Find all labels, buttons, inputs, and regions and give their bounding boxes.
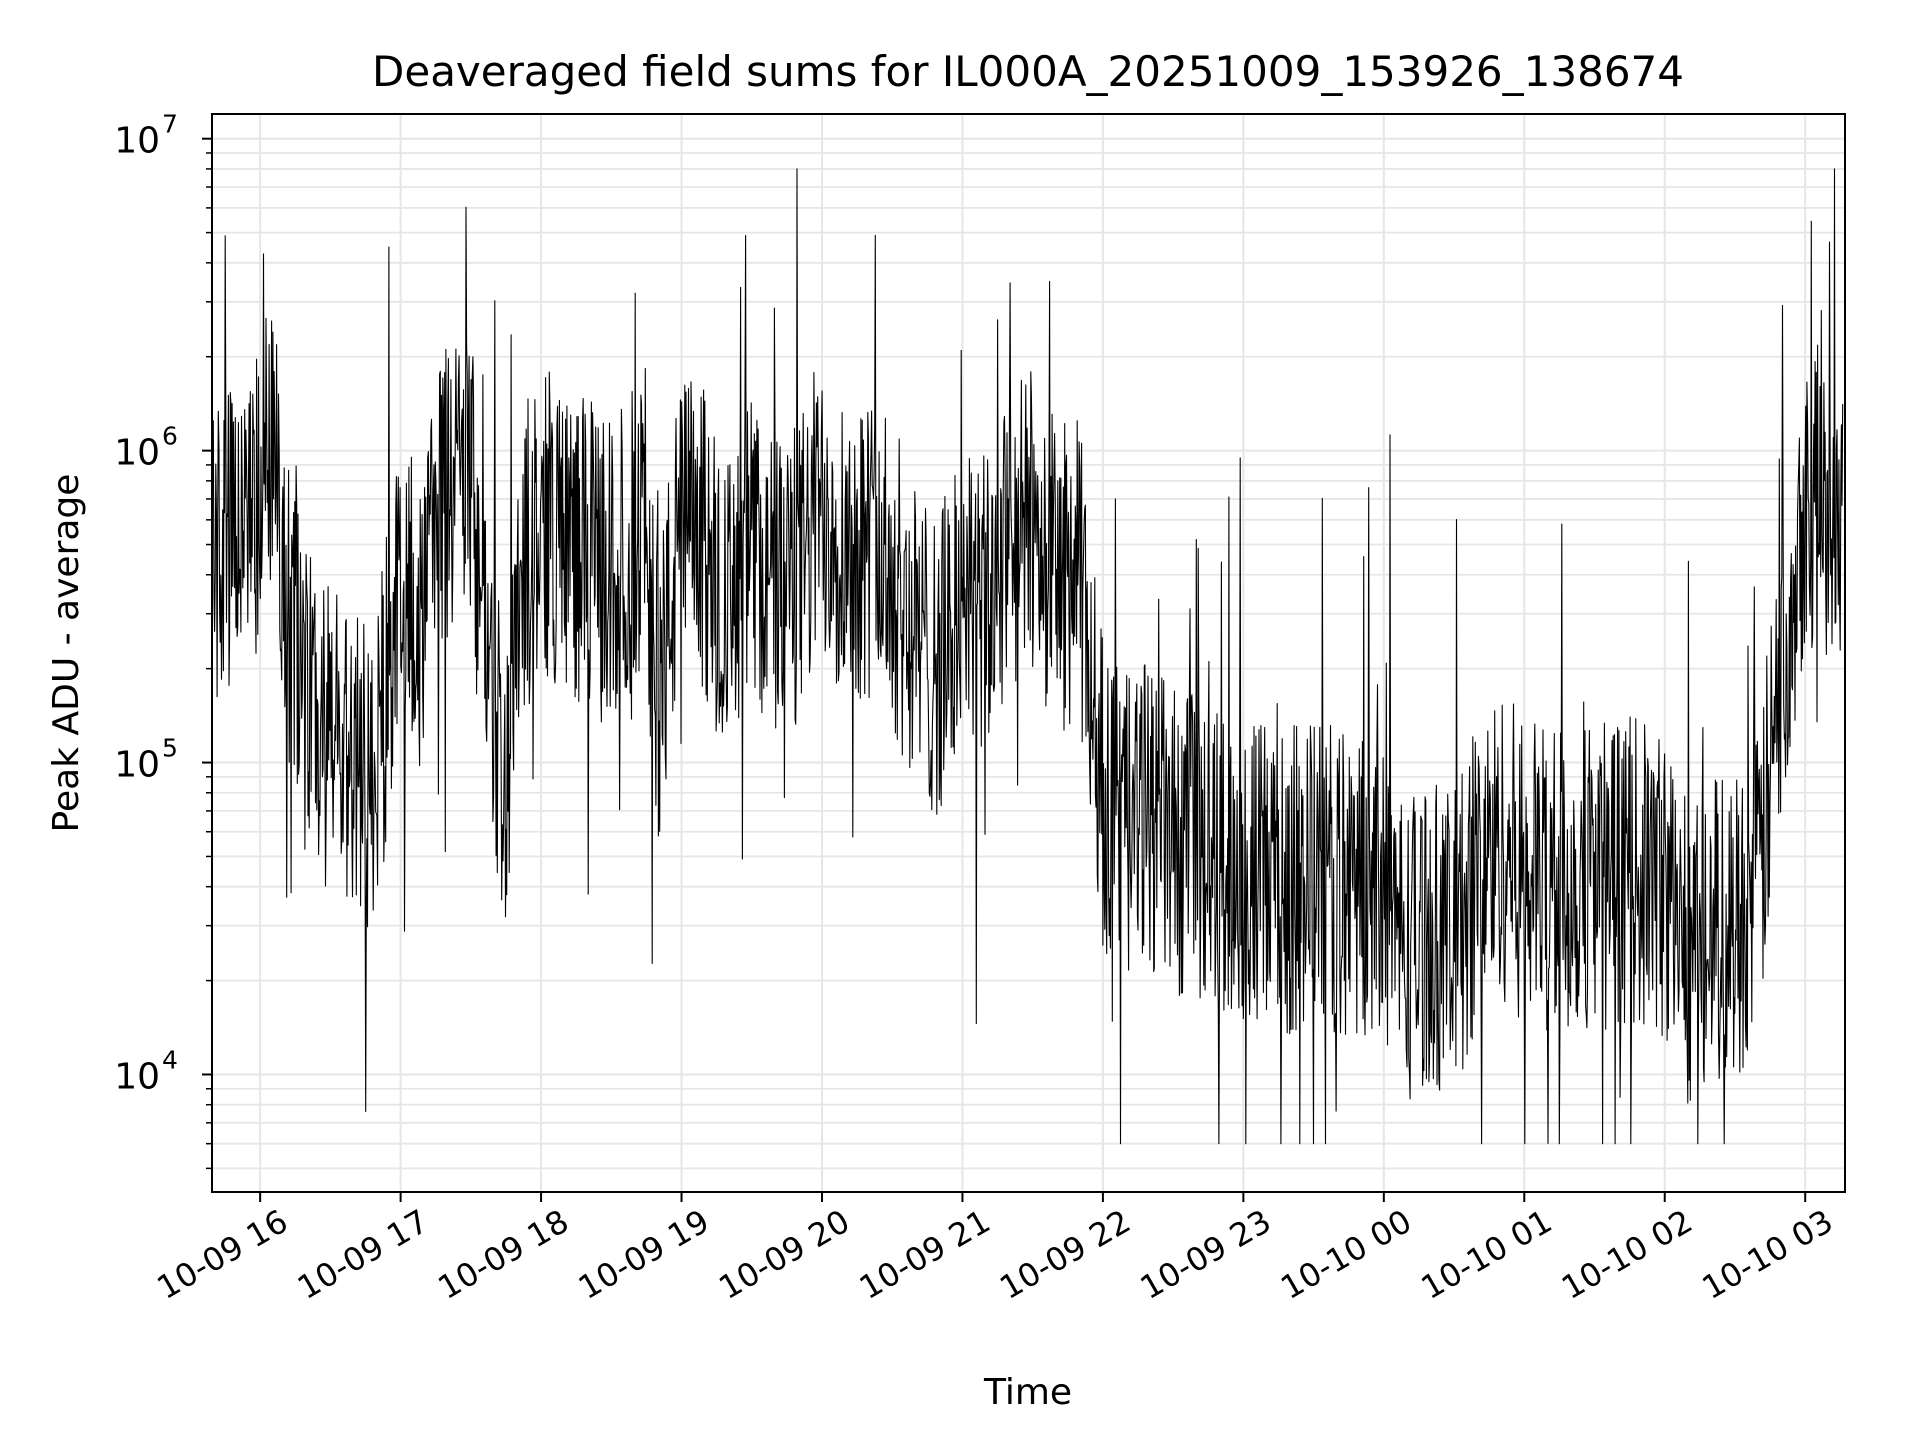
x-tick-label: 10-09 18 xyxy=(431,1202,575,1307)
y-tick-label-base: 10 xyxy=(114,1056,160,1097)
y-tick-label-base: 10 xyxy=(114,433,160,474)
y-tick-label-exponent: 5 xyxy=(162,734,178,763)
x-axis-label: Time xyxy=(983,1372,1072,1413)
x-tick-label: 10-09 19 xyxy=(572,1202,716,1307)
plot-frame xyxy=(211,113,1846,1193)
series-line xyxy=(212,168,1844,1145)
x-tick-label: 10-09 22 xyxy=(993,1202,1137,1307)
y-axis-label: Peak ADU - average xyxy=(46,474,87,833)
y-tick-label-exponent: 7 xyxy=(162,110,178,139)
x-tick-label: 10-10 03 xyxy=(1696,1202,1840,1307)
y-tick-label-base: 10 xyxy=(114,745,160,786)
x-tick-label: 10-09 23 xyxy=(1134,1202,1278,1307)
x-tick-label: 10-10 02 xyxy=(1555,1202,1699,1307)
x-tick-label: 10-09 21 xyxy=(853,1202,997,1307)
y-tick-label-exponent: 4 xyxy=(162,1045,178,1074)
grid xyxy=(212,114,1845,1192)
x-tick-label: 10-09 20 xyxy=(712,1202,856,1307)
series-layer xyxy=(212,168,1844,1145)
x-tick-label: 10-09 17 xyxy=(291,1202,435,1307)
x-tick-label: 10-10 00 xyxy=(1274,1202,1418,1307)
x-tick-label: 10-09 16 xyxy=(151,1202,295,1307)
x-tick-label: 10-10 01 xyxy=(1415,1202,1559,1307)
y-tick-label-base: 10 xyxy=(114,121,160,162)
chart-title: Deaveraged field sums for IL000A_2025100… xyxy=(372,47,1684,96)
y-tick-label-exponent: 6 xyxy=(162,422,178,451)
